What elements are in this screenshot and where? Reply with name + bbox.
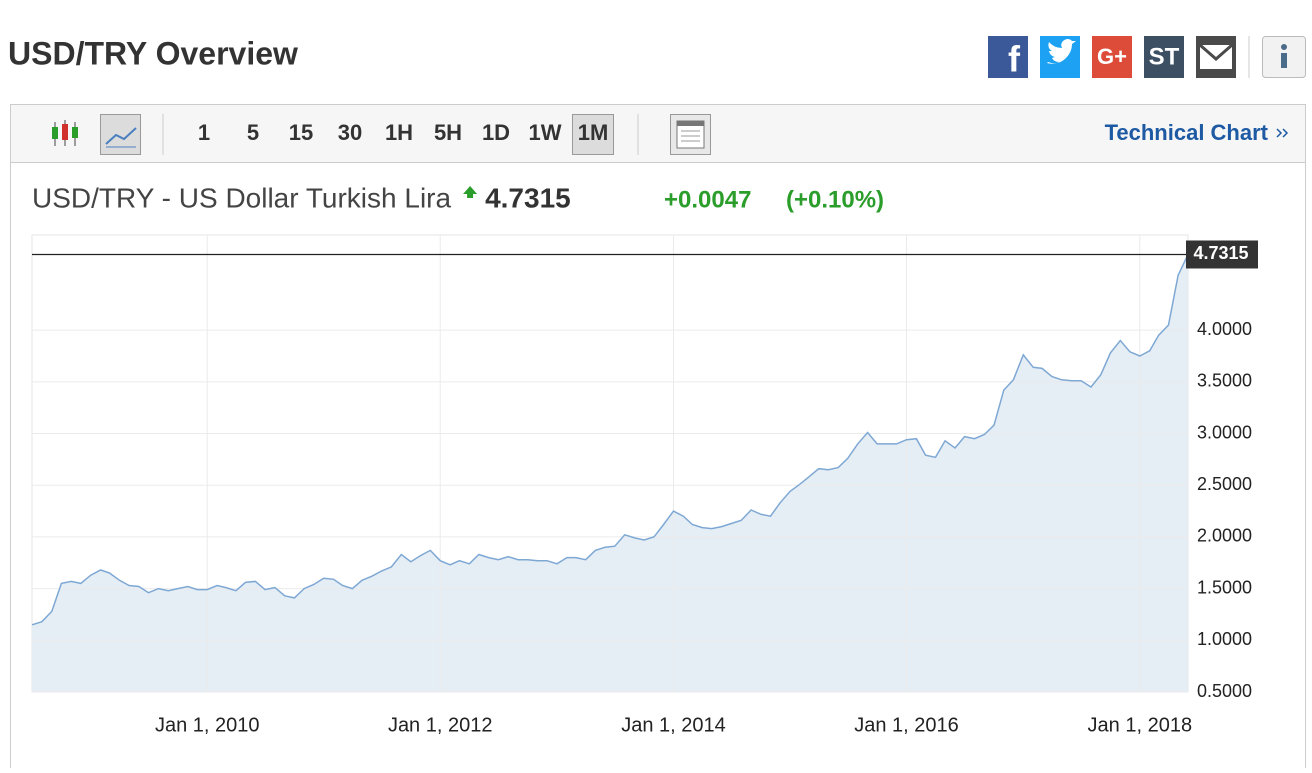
plot: investing.com0.50001.00001.50002.00002.5… xyxy=(31,234,1258,736)
icon-body xyxy=(62,124,68,140)
icon-bg xyxy=(1144,36,1184,78)
stocktwits-button[interactable]: ST xyxy=(1144,36,1184,78)
interval-group: 1 5 15 30 1H 5H 1D 1W 1M xyxy=(198,114,614,155)
icon-header xyxy=(677,121,704,126)
x-tick-label: Jan 1, 2012 xyxy=(388,714,493,736)
info-button[interactable] xyxy=(1262,36,1306,78)
icon-body xyxy=(52,127,58,139)
icon-bg xyxy=(988,36,1028,78)
x-tick-label: Jan 1, 2014 xyxy=(621,714,726,736)
x-tick-label: Jan 1, 2016 xyxy=(854,714,959,736)
interval-button[interactable]: 30 xyxy=(338,120,362,145)
icon-line xyxy=(105,127,137,145)
interval-label: 5H xyxy=(434,120,462,145)
interval-button[interactable]: 1M xyxy=(572,114,614,155)
icon-bird xyxy=(1047,39,1076,64)
interval-label: 1D xyxy=(482,120,510,145)
price-change: +0.0047 xyxy=(664,186,751,213)
icon-body xyxy=(72,127,78,138)
link-chevron xyxy=(1276,128,1289,138)
instrument-name: USD/TRY - US Dollar Turkish Lira xyxy=(32,182,451,213)
last-price: 4.7315 xyxy=(485,182,571,213)
icon-text: G+ xyxy=(1097,44,1127,69)
candlestick-button[interactable] xyxy=(52,120,78,146)
interval-label: 1M xyxy=(578,120,609,145)
x-tick-label: Jan 1, 2018 xyxy=(1088,714,1193,736)
y-tick-label: 1.0000 xyxy=(1197,629,1252,649)
icon-text: ST xyxy=(1149,43,1180,70)
price-change-percent: (+0.10%) xyxy=(786,186,884,213)
twitter-button[interactable] xyxy=(1040,36,1080,78)
price-line xyxy=(31,254,1189,626)
interval-button[interactable]: 5H xyxy=(434,120,462,145)
table-button[interactable] xyxy=(670,114,711,155)
up-arrow xyxy=(463,186,478,198)
icon-stem xyxy=(1281,53,1287,68)
interval-button[interactable]: 1 xyxy=(198,120,210,145)
interval-button[interactable]: 1D xyxy=(482,120,510,145)
technical-chart-link[interactable]: Technical Chart xyxy=(1105,120,1269,145)
button-bg xyxy=(100,114,141,155)
y-tick-label: 0.5000 xyxy=(1197,681,1252,701)
interval-label: 30 xyxy=(338,120,362,145)
interval-button[interactable]: 1W xyxy=(529,120,562,145)
y-tick-label: 1.5000 xyxy=(1197,577,1252,597)
line-chart-button[interactable] xyxy=(100,114,141,155)
last-value-box xyxy=(1186,240,1258,269)
interval-button[interactable]: 15 xyxy=(289,120,313,145)
y-tick-label: 4.0000 xyxy=(1197,319,1252,339)
interval-label: 1 xyxy=(198,120,210,145)
y-tick-label: 3.0000 xyxy=(1197,422,1252,442)
y-tick-label: 2.0000 xyxy=(1197,526,1252,546)
last-value-label: 4.7315 xyxy=(1193,243,1248,263)
button-bg xyxy=(572,114,614,155)
icon-text: f xyxy=(1008,39,1021,80)
icon-dot xyxy=(1281,44,1287,50)
y-tick-label: 3.5000 xyxy=(1197,371,1252,391)
email-button[interactable] xyxy=(1196,36,1236,78)
x-tick-label: Jan 1, 2010 xyxy=(155,714,260,736)
interval-label: 5 xyxy=(247,120,259,145)
area-fill xyxy=(32,254,1188,692)
google-button[interactable]: G+ xyxy=(1092,36,1132,78)
page-title: USD/TRY Overview xyxy=(8,35,298,71)
icon-bg xyxy=(1092,36,1132,78)
toolbar xyxy=(11,105,1305,162)
interval-label: 15 xyxy=(289,120,313,145)
icon-flap xyxy=(1199,43,1233,61)
icon-rows xyxy=(681,130,700,142)
interval-label: 1H xyxy=(385,120,413,145)
y-tick-label: 2.5000 xyxy=(1197,474,1252,494)
interval-button[interactable]: 1H xyxy=(385,120,413,145)
interval-button[interactable]: 5 xyxy=(247,120,259,145)
facebook-button[interactable]: f xyxy=(988,36,1028,80)
interval-label: 1W xyxy=(529,120,562,145)
